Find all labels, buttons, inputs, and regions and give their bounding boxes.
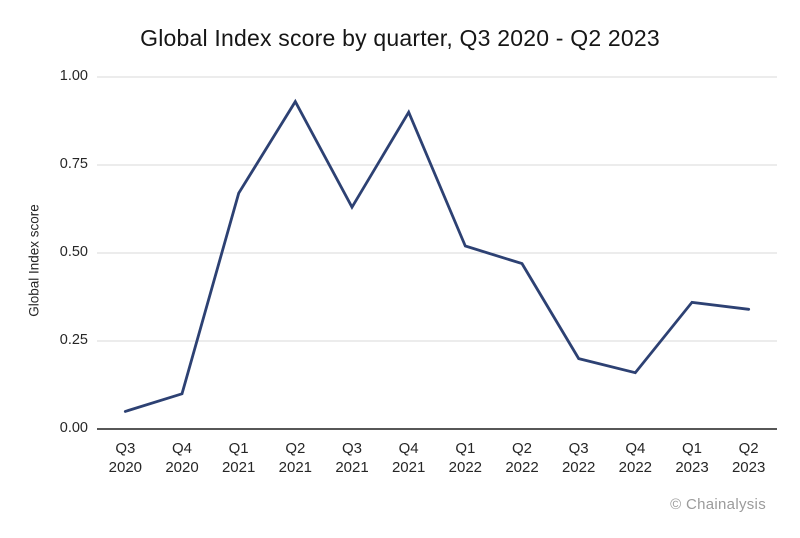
x-tick-line: 2023: [731, 459, 766, 476]
x-tick-line: Q1: [228, 440, 249, 457]
x-tick-line: 2022: [561, 459, 596, 476]
x-tick-line: Q2: [511, 440, 532, 457]
x-tick-label: Q3 2022: [562, 439, 595, 477]
x-tick-label: Q2 2021: [279, 439, 312, 477]
x-tick-line: Q1: [455, 440, 476, 457]
x-tick-line: Q1: [681, 440, 702, 457]
x-tick-line: 2020: [165, 459, 199, 476]
x-tick-line: 2021: [391, 459, 426, 476]
x-tick-line: Q4: [625, 440, 646, 457]
x-tick-label: Q2 2023: [732, 439, 765, 477]
x-tick-label: Q1 2023: [675, 439, 708, 477]
x-tick-line: Q3: [568, 440, 589, 457]
x-tick-label: Q2 2022: [505, 439, 538, 477]
x-tick-line: Q4: [171, 440, 192, 457]
x-tick-label: Q4 2021: [392, 439, 425, 477]
y-tick-label: 1.00: [59, 68, 88, 84]
y-tick-label: 0.75: [59, 156, 88, 172]
x-tick-label: Q1 2022: [449, 439, 482, 477]
plot-area: [97, 76, 777, 430]
x-tick-line: 2021: [335, 459, 369, 476]
x-tick-label: Q3 2021: [335, 439, 368, 477]
y-tick-label: 0.50: [59, 244, 88, 260]
y-axis-title: Global Index score: [26, 204, 42, 317]
x-tick-line: 2021: [221, 459, 256, 476]
x-tick-line: 2022: [448, 459, 483, 476]
x-tick-line: 2021: [278, 459, 313, 476]
x-tick-line: 2022: [505, 459, 539, 476]
x-tick-line: 2023: [675, 459, 709, 476]
attribution-text: © Chainalysis: [670, 496, 766, 513]
chart-title: Global Index score by quarter, Q3 2020 -…: [140, 25, 660, 51]
x-tick-line: 2022: [618, 459, 653, 476]
x-tick-line: Q3: [115, 440, 136, 457]
y-tick-label: 0.00: [59, 420, 88, 436]
x-tick-label: Q1 2021: [222, 439, 255, 477]
x-tick-line: 2020: [108, 459, 143, 476]
y-tick-label: 0.25: [59, 332, 88, 348]
x-tick-label: Q3 2020: [109, 439, 142, 477]
x-tick-line: Q2: [738, 440, 759, 457]
index-line-series: [123, 98, 751, 413]
x-tick-line: Q2: [285, 440, 306, 457]
x-tick-line: Q3: [341, 440, 362, 457]
x-tick-line: Q4: [398, 440, 419, 457]
x-tick-label: Q4 2022: [619, 439, 652, 477]
x-tick-label: Q4 2020: [165, 439, 198, 477]
